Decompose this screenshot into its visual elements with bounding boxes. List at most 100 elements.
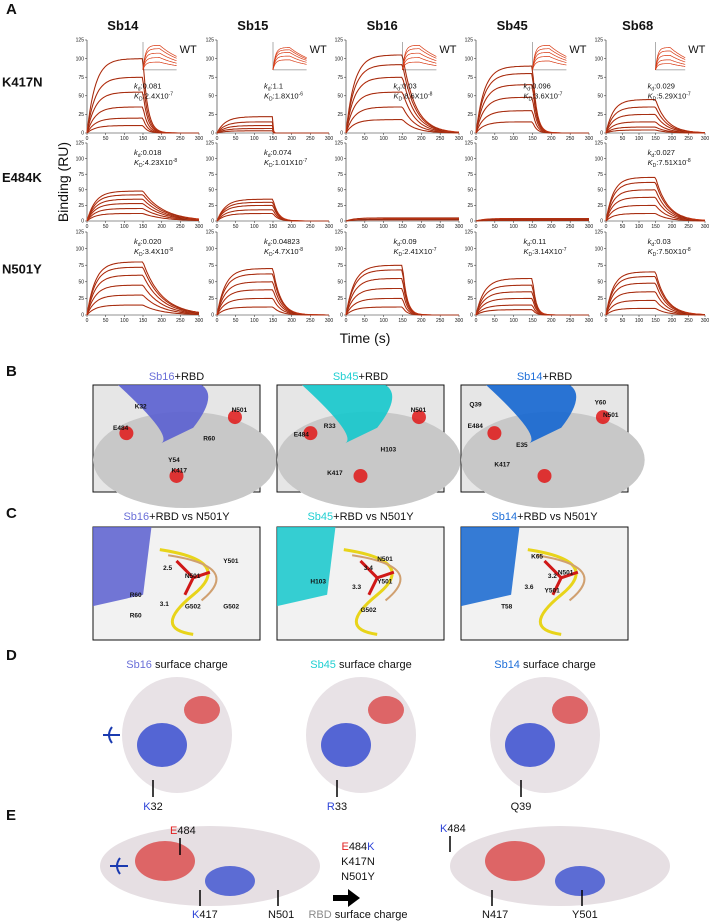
text-part: -8	[173, 158, 178, 164]
sensorgram	[216, 289, 329, 316]
x-tick-label: 250	[176, 318, 185, 324]
y-tick-label: 75	[597, 75, 603, 81]
x-tick-label: 100	[250, 224, 259, 230]
hotspot	[537, 468, 552, 483]
sybody-cartoon	[93, 527, 152, 607]
view-title: Sb16+RBD	[149, 371, 204, 383]
residue-label: K417	[494, 461, 510, 468]
text-part: K	[264, 158, 270, 167]
x-tick-label: 150	[528, 136, 537, 142]
text-part: :	[654, 237, 656, 246]
y-tick-label: 125	[206, 38, 215, 44]
text-part: k	[393, 81, 398, 90]
positive-patch	[321, 723, 371, 767]
x-tick-label: 50	[620, 318, 626, 324]
x-tick-label: 0	[345, 318, 348, 324]
kd-annotation: kd:0.03	[393, 81, 416, 92]
residue-sticks	[175, 559, 211, 596]
y-tick-label: 75	[78, 263, 84, 269]
y-tick-label: 50	[78, 280, 84, 286]
text-part: D	[139, 163, 143, 169]
y-tick-label: 100	[76, 156, 85, 162]
x-tick-label: 300	[195, 136, 204, 142]
sensorgram	[345, 297, 459, 316]
x-tick-label: 300	[585, 136, 594, 142]
y-tick-label: 0	[600, 313, 603, 319]
x-tick-label: 250	[176, 224, 185, 230]
x-tick-label: 300	[195, 224, 204, 230]
y-tick-label: 0	[470, 219, 473, 225]
text-part: 4.7X10	[275, 247, 299, 256]
text-part: 8.6X10	[404, 91, 428, 100]
text-part: 2.41X10	[404, 247, 432, 256]
text-part: E	[170, 825, 177, 837]
y-tick-label: 25	[467, 296, 473, 302]
text-part: 32	[151, 801, 163, 813]
text-part: surface charge	[336, 659, 412, 671]
residue-label: Q39	[469, 401, 482, 408]
y-tick-label: 50	[467, 94, 473, 100]
x-tick-label: 200	[287, 318, 296, 324]
sensorgram	[216, 209, 329, 222]
text-part: 484	[177, 825, 195, 837]
x-tick-label: 150	[139, 318, 148, 324]
x-tick-label: 50	[362, 136, 368, 142]
x-tick-label: 50	[362, 224, 368, 230]
residue-label: T58	[501, 603, 513, 610]
inset-sensorgram	[142, 45, 177, 70]
x-tick-label: 0	[475, 318, 478, 324]
text-part: Sb45	[333, 371, 359, 383]
x-tick-label: 150	[269, 224, 278, 230]
fit-line	[86, 275, 200, 316]
text-part: N501	[268, 909, 294, 921]
y-tick-label: 50	[597, 188, 603, 194]
text-part: 3.14X10	[534, 247, 562, 256]
text-part: d	[651, 153, 654, 159]
sensorgram	[605, 291, 705, 316]
loop-mut	[536, 554, 586, 602]
text-part: 1.8X10	[275, 91, 299, 100]
inset-sensorgram	[402, 48, 437, 70]
positive-patch	[555, 866, 605, 896]
y-tick-label: 50	[597, 280, 603, 286]
x-tick-label: 100	[250, 136, 259, 142]
residue-callout: K417	[192, 909, 218, 921]
y-tick-label: 125	[206, 230, 215, 236]
residue-callout: N501Y	[341, 871, 375, 883]
text-part: K	[393, 247, 399, 256]
y-tick-label: 25	[208, 203, 214, 209]
x-tick-label: 50	[492, 318, 498, 324]
text-part: 0.11	[532, 237, 546, 246]
sensorgram	[86, 266, 200, 316]
x-tick-label: 100	[509, 136, 518, 142]
kd-annotation: kd:0.04823	[264, 237, 300, 248]
inset-sensorgram	[532, 48, 567, 70]
text-part: Sb16	[123, 511, 149, 523]
residue-label: R33	[324, 423, 336, 430]
inset-sensorgram	[142, 61, 177, 71]
rotation-icon	[110, 857, 128, 875]
x-tick-label: 200	[547, 224, 556, 230]
view-title: Sb16+RBD vs N501Y	[123, 511, 230, 523]
y-tick-label: 125	[76, 230, 85, 236]
text-part: 0.018	[143, 148, 162, 157]
x-tick-label: 300	[701, 224, 710, 230]
text-part: N501Y	[341, 871, 375, 883]
sensorgram	[216, 297, 329, 316]
x-tick-label: 100	[635, 224, 644, 230]
y-tick-label: 50	[467, 280, 473, 286]
x-tick-label: 250	[436, 318, 445, 324]
x-tick-label: 300	[325, 136, 334, 142]
y-tick-label: 0	[340, 219, 343, 225]
inset-sensorgram	[532, 56, 567, 70]
KD-annotation: KD:4.7X10-8	[264, 247, 303, 258]
x-tick-label: 200	[668, 318, 677, 324]
text-part: :	[402, 247, 404, 256]
fit-line	[345, 306, 459, 316]
fit-line	[345, 106, 459, 134]
text-part: :	[656, 91, 658, 100]
y-tick-label: 75	[337, 172, 343, 178]
inset-sensorgram	[272, 47, 307, 70]
kd-annotation: kd:0.074	[264, 148, 291, 159]
x-tick-label: 300	[325, 318, 334, 324]
